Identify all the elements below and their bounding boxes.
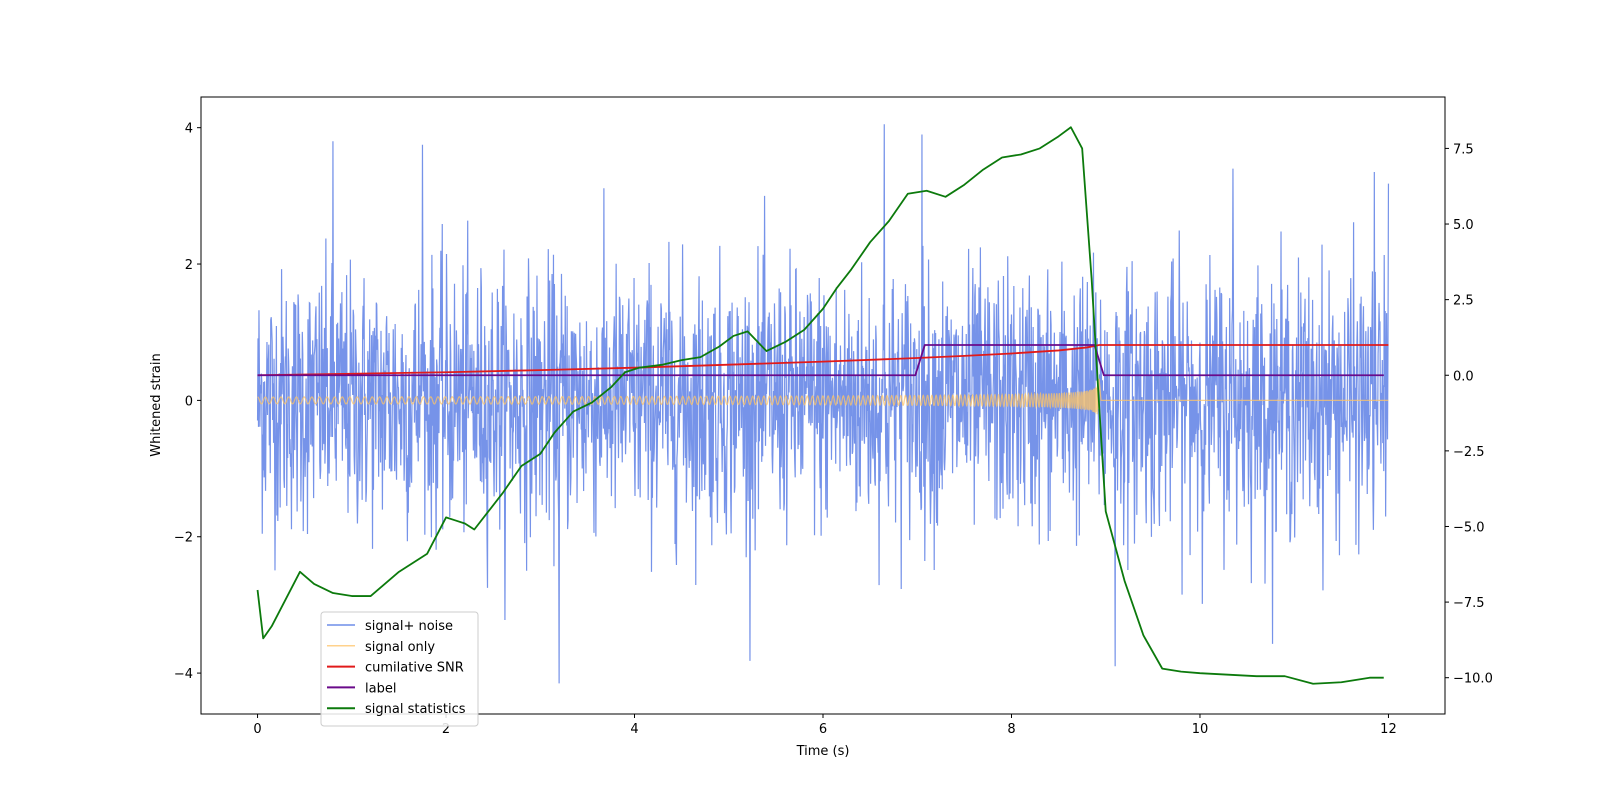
x-axis-label: Time (s) [796,744,850,759]
y2-tick-label: −7.5 [1453,596,1485,611]
label-line [257,344,1384,377]
y-tick-label: −2 [174,531,193,546]
plot-area [256,124,1390,685]
legend-label-cumilative-snr: cumilative SNR [365,661,464,676]
legend-label-signal-statistics: signal statistics [365,702,466,717]
legend-box [320,611,479,727]
x-tick-label: 4 [630,722,638,737]
x-tick-label: 6 [819,722,827,737]
cumilative-snr-line [257,344,1389,377]
series-group [256,124,1390,685]
legend: signal+ noise signal only cumilative SNR la… [320,611,479,727]
x-tick-label: 0 [253,722,261,737]
signal-noise-line [256,124,1390,684]
x-tick-label: 8 [1007,722,1015,737]
y2-tick-label: 0.0 [1453,369,1474,384]
y2-tick-label: 2.5 [1453,294,1474,309]
signal-only-line [257,378,1389,415]
y2-tick-label: 5.0 [1453,218,1474,233]
legend-label-signal-noise: signal+ noise [365,619,453,634]
axes: 0 2 4 6 8 10 12 −4 −2 0 2 4 −10.0 −7.5 −5.0 −2.5 0.0 2.5 5… [174,122,1493,737]
signal-statistics-line [256,126,1384,685]
y-tick-label: −4 [174,667,193,682]
legend-label-label: label [365,681,396,696]
y2-tick-label: −5.0 [1453,520,1485,535]
x-tick-label: 2 [442,722,450,737]
x-tick-label: 12 [1380,722,1397,737]
y-tick-label: 4 [185,122,193,137]
y-tick-label: 2 [185,258,193,273]
y2-tick-label: 7.5 [1453,142,1474,157]
y2-tick-label: −2.5 [1453,445,1485,460]
y-tick-label: 0 [185,394,193,409]
x-tick-label: 10 [1192,722,1209,737]
legend-label-signal-only: signal only [365,640,435,655]
y2-tick-label: −10.0 [1453,672,1493,687]
y-axis-label: Whitened strain [149,353,164,456]
